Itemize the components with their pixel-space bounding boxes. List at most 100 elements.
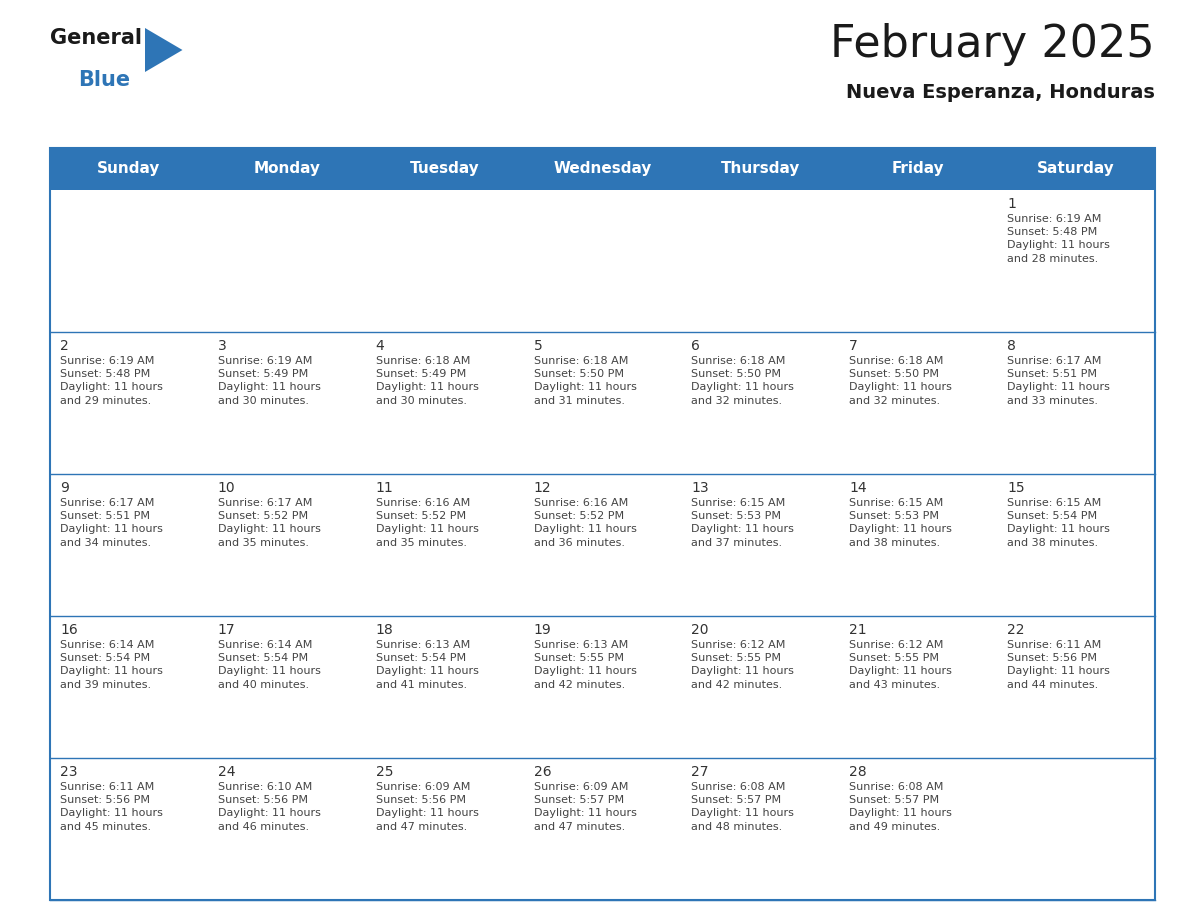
Text: Sunset: 5:48 PM: Sunset: 5:48 PM [61,369,150,379]
Bar [50,332,208,474]
Text: 28: 28 [849,765,867,779]
Text: and 32 minutes.: and 32 minutes. [691,396,783,406]
Text: Daylight: 11 hours: Daylight: 11 hours [849,809,952,819]
Text: Sunrise: 6:14 AM: Sunrise: 6:14 AM [217,640,312,650]
Text: 7: 7 [849,339,858,353]
Text: Sunrise: 6:17 AM: Sunrise: 6:17 AM [217,498,312,508]
Text: Sunrise: 6:19 AM: Sunrise: 6:19 AM [61,355,154,365]
Text: and 48 minutes.: and 48 minutes. [691,822,783,832]
Text: Sunrise: 6:11 AM: Sunrise: 6:11 AM [61,781,154,791]
Text: Sunrise: 6:16 AM: Sunrise: 6:16 AM [375,498,470,508]
Text: Daylight: 11 hours: Daylight: 11 hours [61,383,163,393]
Text: 4: 4 [375,339,385,353]
Text: and 47 minutes.: and 47 minutes. [375,822,467,832]
Text: Sunrise: 6:16 AM: Sunrise: 6:16 AM [533,498,627,508]
Text: Sunrise: 6:19 AM: Sunrise: 6:19 AM [217,355,312,365]
Text: Friday: Friday [892,162,944,176]
Text: Sunrise: 6:15 AM: Sunrise: 6:15 AM [1007,498,1101,508]
Bar [839,332,997,474]
Text: Sunrise: 6:19 AM: Sunrise: 6:19 AM [1007,214,1101,223]
Text: Daylight: 11 hours: Daylight: 11 hours [375,524,479,534]
Text: Sunrise: 6:10 AM: Sunrise: 6:10 AM [217,781,312,791]
Text: 22: 22 [1007,623,1024,637]
Text: Daylight: 11 hours: Daylight: 11 hours [217,383,321,393]
Text: Daylight: 11 hours: Daylight: 11 hours [533,524,637,534]
Bar [50,616,208,758]
Text: General: General [50,28,143,48]
Text: Sunset: 5:56 PM: Sunset: 5:56 PM [217,795,308,805]
Text: 2: 2 [61,339,69,353]
Bar [997,758,1155,900]
Bar [50,758,208,900]
Text: Daylight: 11 hours: Daylight: 11 hours [375,383,479,393]
Bar [997,332,1155,474]
Text: 11: 11 [375,481,393,495]
Bar [839,474,997,616]
Text: Daylight: 11 hours: Daylight: 11 hours [217,524,321,534]
Text: 3: 3 [217,339,227,353]
Text: 17: 17 [217,623,235,637]
Text: Daylight: 11 hours: Daylight: 11 hours [691,666,795,677]
Bar [524,758,682,900]
Text: and 45 minutes.: and 45 minutes. [61,822,151,832]
Text: 16: 16 [61,623,77,637]
Bar [366,332,524,474]
Text: and 39 minutes.: and 39 minutes. [61,680,151,690]
Text: Daylight: 11 hours: Daylight: 11 hours [533,666,637,677]
Text: Sunset: 5:54 PM: Sunset: 5:54 PM [1007,511,1098,521]
Text: Sunset: 5:51 PM: Sunset: 5:51 PM [61,511,150,521]
Text: Sunset: 5:55 PM: Sunset: 5:55 PM [691,653,782,663]
Text: Sunset: 5:55 PM: Sunset: 5:55 PM [849,653,940,663]
Text: Daylight: 11 hours: Daylight: 11 hours [217,809,321,819]
Text: Sunrise: 6:15 AM: Sunrise: 6:15 AM [691,498,785,508]
Text: Sunrise: 6:17 AM: Sunrise: 6:17 AM [61,498,154,508]
Text: Sunrise: 6:13 AM: Sunrise: 6:13 AM [533,640,627,650]
Text: 8: 8 [1007,339,1016,353]
Text: Daylight: 11 hours: Daylight: 11 hours [1007,383,1110,393]
Text: Sunset: 5:55 PM: Sunset: 5:55 PM [533,653,624,663]
Text: Sunset: 5:53 PM: Sunset: 5:53 PM [849,511,940,521]
Text: and 42 minutes.: and 42 minutes. [691,680,783,690]
Text: 21: 21 [849,623,867,637]
Bar [208,332,366,474]
Text: Sunrise: 6:09 AM: Sunrise: 6:09 AM [375,781,470,791]
Text: and 42 minutes.: and 42 minutes. [533,680,625,690]
Text: Daylight: 11 hours: Daylight: 11 hours [691,809,795,819]
Text: 27: 27 [691,765,709,779]
Bar [524,190,682,332]
Text: Daylight: 11 hours: Daylight: 11 hours [533,383,637,393]
Text: Sunrise: 6:18 AM: Sunrise: 6:18 AM [691,355,785,365]
Text: Sunset: 5:52 PM: Sunset: 5:52 PM [533,511,624,521]
Text: Daylight: 11 hours: Daylight: 11 hours [61,524,163,534]
Text: Sunset: 5:49 PM: Sunset: 5:49 PM [375,369,466,379]
Text: Sunrise: 6:18 AM: Sunrise: 6:18 AM [849,355,943,365]
Text: 12: 12 [533,481,551,495]
Text: Nueva Esperanza, Honduras: Nueva Esperanza, Honduras [846,83,1155,102]
Text: Sunrise: 6:18 AM: Sunrise: 6:18 AM [375,355,470,365]
Text: Sunrise: 6:18 AM: Sunrise: 6:18 AM [533,355,628,365]
Text: and 33 minutes.: and 33 minutes. [1007,396,1098,406]
Bar [366,474,524,616]
Bar [50,190,208,332]
Text: and 29 minutes.: and 29 minutes. [61,396,151,406]
Text: February 2025: February 2025 [830,23,1155,66]
Text: Sunday: Sunday [97,162,160,176]
Bar [366,190,524,332]
Text: Sunset: 5:51 PM: Sunset: 5:51 PM [1007,369,1098,379]
Text: Sunrise: 6:09 AM: Sunrise: 6:09 AM [533,781,628,791]
Text: and 30 minutes.: and 30 minutes. [375,396,467,406]
Text: and 38 minutes.: and 38 minutes. [1007,538,1098,548]
Text: and 32 minutes.: and 32 minutes. [849,396,941,406]
Text: 15: 15 [1007,481,1025,495]
Text: Daylight: 11 hours: Daylight: 11 hours [849,383,952,393]
Text: and 34 minutes.: and 34 minutes. [61,538,151,548]
Bar [524,616,682,758]
Text: Sunset: 5:54 PM: Sunset: 5:54 PM [61,653,150,663]
Text: and 35 minutes.: and 35 minutes. [217,538,309,548]
Text: and 49 minutes.: and 49 minutes. [849,822,941,832]
Text: 6: 6 [691,339,700,353]
Text: Daylight: 11 hours: Daylight: 11 hours [1007,666,1110,677]
Text: Sunset: 5:52 PM: Sunset: 5:52 PM [375,511,466,521]
Text: Thursday: Thursday [721,162,800,176]
Text: Daylight: 11 hours: Daylight: 11 hours [849,666,952,677]
